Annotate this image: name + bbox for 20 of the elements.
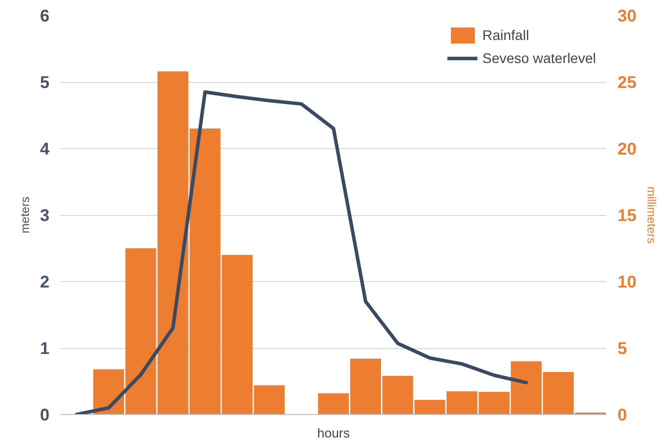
y-tick-label: 1 [40,339,50,358]
legend-label: Rainfall [482,27,530,43]
y2-axis-title: millimeters [644,186,658,244]
x-axis-title: hours [317,426,350,440]
y2-tick-label: 0 [618,406,627,424]
y-tick-label: 5 [40,73,50,92]
y-tick-label: 2 [40,272,50,292]
y-axis-title: meters [18,196,32,234]
y2-tick-label: 5 [618,339,627,358]
y-tick-label: 4 [40,140,50,158]
y2-tick-label: 10 [618,272,636,292]
y-tick-label: 0 [40,406,50,424]
y2-tick-label: 15 [618,206,636,225]
y2-tick-label: 30 [618,6,636,26]
y-tick-label: 3 [40,206,50,225]
y2-tick-label: 20 [618,140,636,158]
y2-tick-label: 25 [618,73,636,92]
legend-label: Seveso waterlevel [482,50,596,66]
line-series [74,90,528,414]
y-tick-label: 6 [40,6,50,26]
